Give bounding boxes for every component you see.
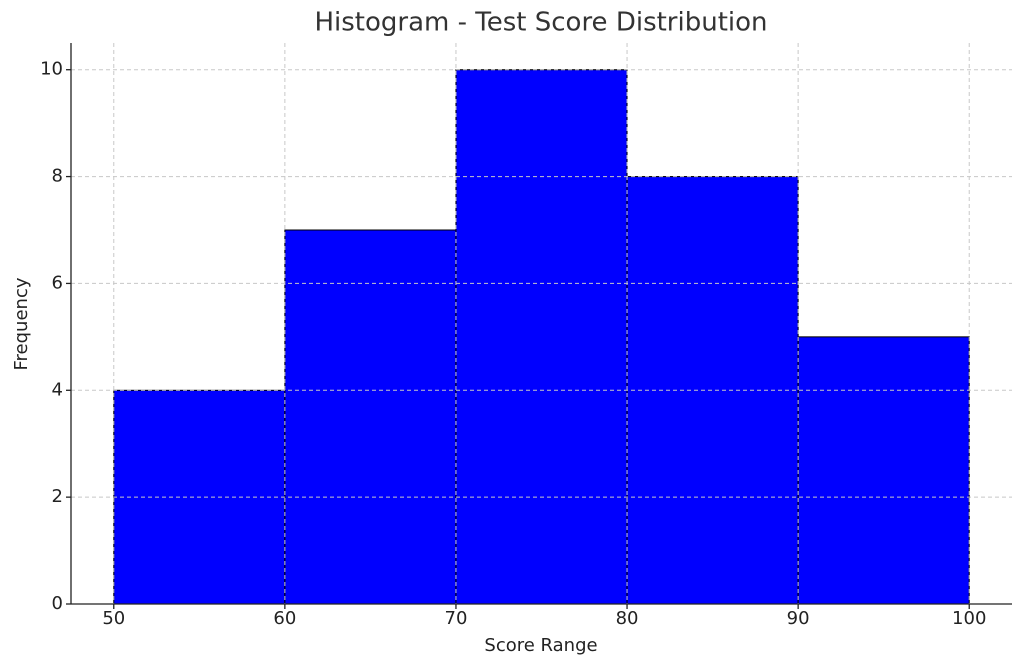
y-tick-label: 6 <box>52 272 63 293</box>
y-tick-label: 4 <box>52 379 63 400</box>
y-tick-label: 8 <box>52 166 63 187</box>
chart-title: Histogram - Test Score Distribution <box>314 8 767 38</box>
y-tick-label: 2 <box>52 486 63 507</box>
x-axis-label: Score Range <box>484 635 597 656</box>
histogram-bar <box>797 336 970 605</box>
x-tick-label: 60 <box>273 608 296 629</box>
x-tick-label: 50 <box>102 608 125 629</box>
histogram-bar <box>284 229 457 605</box>
y-tick-label: 0 <box>52 593 63 614</box>
x-tick-label: 100 <box>952 608 986 629</box>
y-tick-label: 10 <box>40 59 63 80</box>
x-tick-label: 70 <box>445 608 468 629</box>
histogram-bar <box>455 69 628 605</box>
x-tick-label: 80 <box>616 608 639 629</box>
y-axis-label: Frequency <box>11 277 32 370</box>
x-tick-label: 90 <box>787 608 810 629</box>
